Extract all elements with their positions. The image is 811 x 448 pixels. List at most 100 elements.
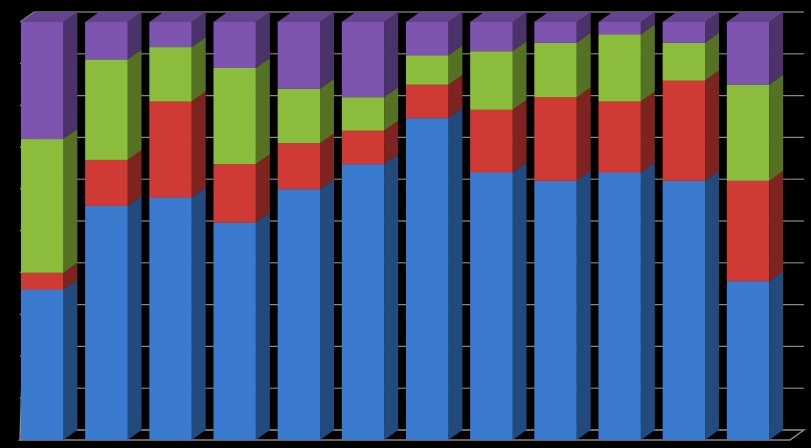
- tick-mark: [19, 11, 35, 23]
- bar-side: [320, 12, 335, 89]
- bar-segment: [598, 101, 641, 173]
- bar-segment: [21, 139, 64, 273]
- bar-segment: [406, 55, 449, 85]
- bar-segment: [726, 281, 770, 440]
- bar-side: [63, 129, 78, 273]
- bar-segment: [213, 164, 256, 223]
- bar-side: [512, 12, 527, 52]
- bar-side: [705, 32, 720, 81]
- bar-side: [320, 179, 335, 440]
- bar-side: [769, 271, 784, 440]
- bar-segment: [85, 59, 128, 160]
- bar-segment: [149, 47, 192, 102]
- bar-segment: [341, 22, 385, 98]
- bar-segment: [277, 189, 321, 440]
- bar-segment: [534, 42, 577, 98]
- bar-side: [512, 162, 527, 441]
- bar-segment: [341, 97, 385, 131]
- bar-segment: [598, 34, 641, 102]
- bar-side: [255, 57, 270, 165]
- bar-segment: [341, 130, 385, 165]
- bar-side: [191, 37, 206, 102]
- bar-top: [470, 12, 527, 22]
- bar-side: [320, 78, 335, 144]
- bar-segment: [277, 88, 321, 144]
- bar-side: [640, 91, 655, 173]
- bar-segment: [534, 180, 577, 440]
- bar-side: [127, 49, 142, 160]
- bar-side: [384, 87, 399, 131]
- bar-segment: [406, 22, 449, 56]
- bar-top: [341, 12, 399, 22]
- bar-side: [576, 32, 591, 98]
- bar-segment: [149, 22, 192, 48]
- bar-side: [255, 212, 270, 440]
- bar-top: [85, 12, 142, 22]
- bar-segment: [726, 180, 770, 282]
- bar-top: [21, 12, 78, 22]
- bar-side: [191, 91, 206, 198]
- bar-segment: [85, 159, 128, 206]
- bar-side: [384, 120, 399, 165]
- bar-side: [576, 12, 591, 43]
- bar-segment: [213, 22, 256, 68]
- bar-side: [769, 12, 784, 85]
- bar-side: [255, 12, 270, 68]
- bar-side: [705, 170, 720, 440]
- bar-segment: [21, 22, 64, 140]
- bar-side: [512, 41, 527, 110]
- bar-top: [213, 12, 270, 22]
- bar-side: [448, 45, 463, 85]
- bar-segment: [662, 180, 706, 440]
- bar-side: [384, 154, 399, 440]
- bar-side: [640, 24, 655, 102]
- bar-top: [149, 12, 206, 22]
- bar-side: [448, 74, 463, 119]
- bar-side: [448, 108, 463, 440]
- bar-side: [640, 12, 655, 35]
- bar-segment: [85, 22, 128, 60]
- bar-segment: [149, 197, 192, 440]
- bar-segment: [213, 67, 256, 165]
- bar-segment: [149, 101, 192, 198]
- bar-top: [534, 12, 591, 22]
- bar-segment: [277, 143, 321, 190]
- bar-side: [640, 162, 655, 441]
- bar-segment: [470, 109, 513, 173]
- bar-segment: [85, 205, 128, 440]
- bar-side: [127, 12, 142, 60]
- bar-segment: [213, 222, 256, 440]
- bar-side: [705, 70, 720, 181]
- bar-segment: [662, 80, 706, 181]
- bar-side: [448, 12, 463, 56]
- bar-segment: [662, 22, 706, 43]
- bar-top: [406, 12, 463, 22]
- bar-side: [63, 279, 78, 440]
- bar-side: [191, 12, 206, 48]
- bar-top: [277, 12, 335, 22]
- bar-segment: [406, 118, 449, 440]
- bar-segment: [406, 84, 449, 119]
- bar-side: [512, 99, 527, 173]
- bar-segment: [470, 22, 513, 52]
- bar-side: [705, 12, 720, 43]
- bar-side: [191, 187, 206, 440]
- bar-segment: [726, 84, 770, 181]
- bar-segment: [598, 22, 641, 35]
- bar-side: [576, 87, 591, 181]
- bar-side: [127, 195, 142, 440]
- bar-side: [127, 149, 142, 206]
- bar-side: [63, 262, 78, 290]
- bar-side: [384, 12, 399, 98]
- bar-side: [769, 170, 784, 282]
- bar-segment: [534, 97, 577, 181]
- bar-side: [255, 154, 270, 223]
- bar-side: [63, 12, 78, 140]
- bar-side: [769, 74, 784, 181]
- bar-segment: [341, 164, 385, 440]
- bar-top: [726, 12, 784, 22]
- bar-segment: [726, 22, 770, 85]
- bar-segment: [21, 272, 64, 290]
